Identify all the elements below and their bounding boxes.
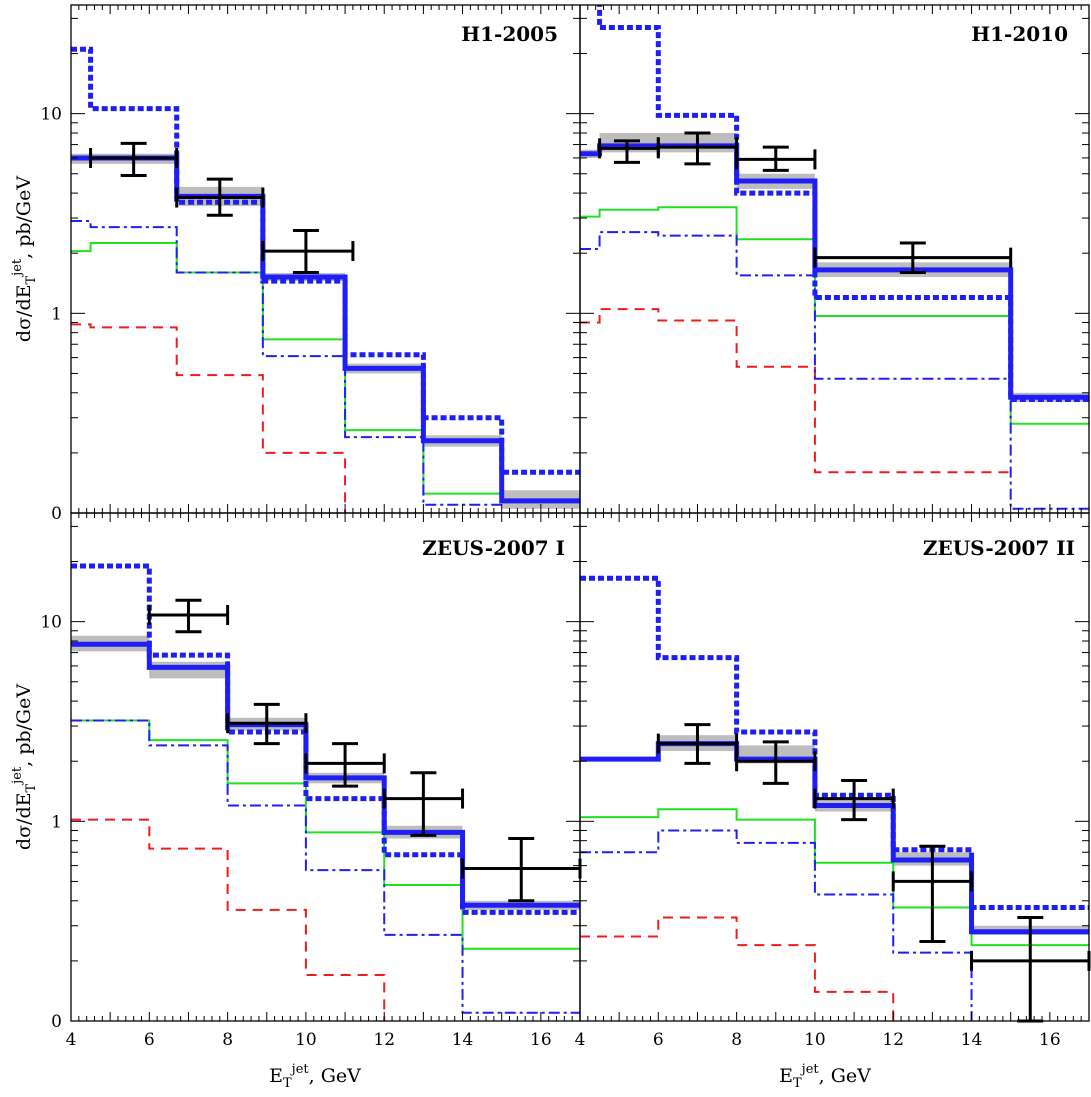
x-tick-label: 16	[1039, 1030, 1061, 1050]
x-axis-label-right: ETjet, GeV	[779, 1062, 871, 1091]
data-point	[813, 241, 1013, 275]
panel-top-left: 0 1 10 H1-2005	[40, 4, 581, 524]
data-points-layer	[598, 131, 1013, 275]
axis-ticks-layer: 4 6 8 10 12 14 16	[575, 513, 1090, 1050]
series-green-line	[71, 241, 580, 502]
x-tick-label: 10	[295, 1030, 317, 1050]
x-tick-label: 14	[961, 1030, 983, 1050]
data-point	[656, 131, 739, 166]
data-point	[147, 598, 230, 634]
series-red-line	[71, 323, 347, 513]
data-point	[656, 723, 739, 765]
x-tick-label: 8	[731, 1030, 742, 1050]
axis-ticks-layer: 0 1 10	[40, 5, 581, 524]
uncertainty-band-segment	[149, 661, 228, 679]
series-thick-blue-line	[71, 641, 580, 908]
data-point	[261, 228, 355, 275]
x-tick-label: 8	[222, 1030, 233, 1050]
data-point	[382, 771, 465, 837]
panel-title: H1-2005	[461, 22, 558, 46]
series-dotted-blue-line	[71, 563, 580, 915]
y-tick-label: 1	[51, 304, 62, 324]
x-tick-label: 12	[373, 1030, 395, 1050]
panel-title: ZEUS-2007 I	[422, 536, 565, 560]
panel-bottom-right: 4 6 8 10 12 14 16 ZEUS-2007 II	[575, 512, 1091, 1050]
series-dashdot-blue-line	[71, 719, 580, 1014]
series-green-line	[580, 808, 1089, 947]
y-tick-label: 0	[51, 504, 62, 524]
x-axis-label-left: ETjet, GeV	[269, 1062, 361, 1091]
x-tick-label: 12	[882, 1030, 904, 1050]
data-point	[891, 844, 974, 944]
panel-top-right: H1-2010	[579, 4, 1090, 514]
y-axis-label-top: dσ/dETjet, pb/GeV	[10, 176, 39, 342]
y-tick-label: 1	[51, 812, 62, 832]
data-points-layer	[656, 723, 1091, 1023]
x-tick-label: 6	[144, 1030, 155, 1050]
series-red-line	[580, 916, 895, 1021]
series-thick-blue-line	[71, 155, 580, 504]
data-point	[735, 740, 817, 785]
series-dotted-blue-line	[580, 575, 1089, 911]
series-thick-blue-line	[580, 741, 1089, 935]
data-points-layer	[147, 598, 582, 903]
x-tick-label: 14	[452, 1030, 474, 1050]
x-tick-label: 6	[653, 1030, 664, 1050]
panel-bottom-left: 0 1 10 4 6 8 10 12 14 16 ZEUS-2007 I	[40, 512, 582, 1050]
series-thick-blue-line	[580, 143, 1089, 400]
data-points-layer	[89, 141, 355, 275]
y-tick-label: 10	[40, 613, 62, 633]
y-axis-label-bottom: dσ/dETjet, pb/GeV	[10, 684, 39, 850]
x-tick-label: 4	[575, 1030, 586, 1050]
series-red-line	[580, 308, 1011, 474]
x-tick-label: 10	[804, 1030, 826, 1050]
plot-frame	[70, 4, 581, 514]
series-red-line	[71, 818, 386, 1021]
series-layer	[580, 5, 1089, 510]
series-dashdot-blue-line	[71, 219, 502, 506]
data-point	[461, 837, 582, 903]
panel-title: H1-2010	[971, 22, 1068, 46]
x-tick-label: 4	[66, 1030, 77, 1050]
panel-title: ZEUS-2007 II	[923, 536, 1075, 560]
series-layer	[71, 46, 580, 513]
data-point	[598, 138, 660, 164]
y-tick-label: 0	[51, 1012, 62, 1032]
series-dashdot-blue-line	[580, 829, 973, 1021]
plot-frame	[579, 512, 1090, 1022]
data-point	[89, 141, 179, 178]
data-point	[813, 779, 895, 822]
data-point	[304, 742, 386, 788]
uncertainty-band-layer	[580, 735, 1089, 935]
data-point	[226, 702, 308, 746]
series-dotted-blue-line	[71, 46, 580, 475]
series-layer	[71, 563, 580, 1021]
axis-ticks-layer: 0 1 10 4 6 8 10 12 14 16	[40, 513, 581, 1050]
data-point	[735, 145, 817, 172]
x-tick-label: 16	[530, 1030, 552, 1050]
y-tick-label: 10	[40, 105, 62, 125]
data-point	[175, 177, 265, 217]
